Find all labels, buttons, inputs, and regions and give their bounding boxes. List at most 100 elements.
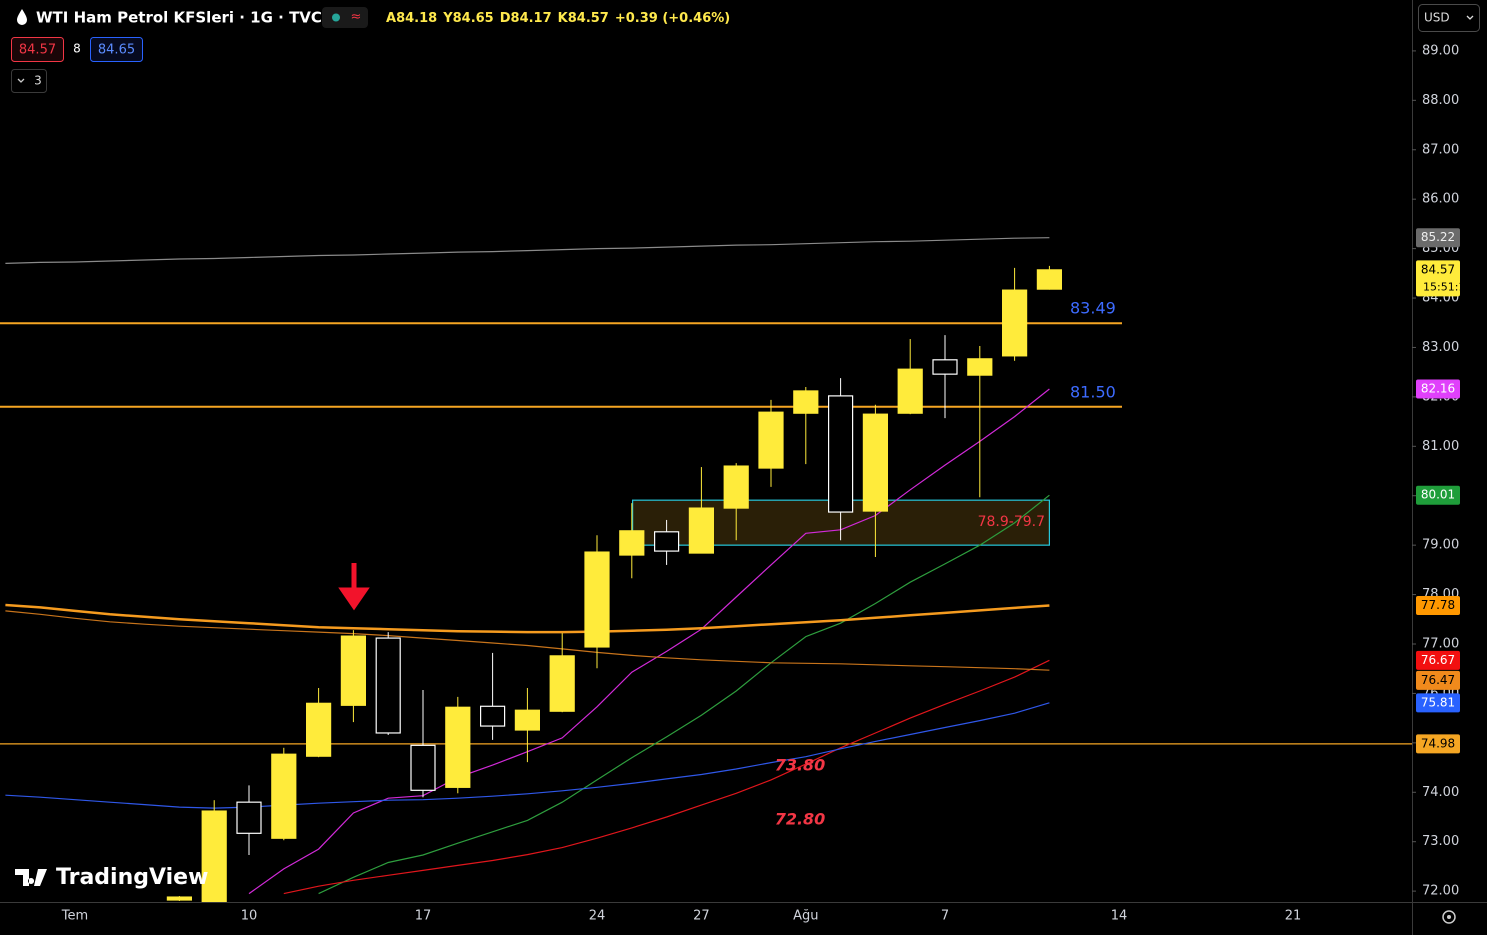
candle-body [306,702,332,757]
candle-body [340,635,366,706]
y-tick-label: 79.00 [1422,538,1459,553]
ohlc-label: D [500,11,511,26]
x-tick-label: 7 [941,909,949,924]
chevron-icon [17,78,25,83]
candle-body [514,709,541,731]
price-badge [1416,228,1460,248]
price-badge-label: 74.98 [1421,736,1455,750]
ohlc-value: 84.18 [396,11,437,26]
candle-body [445,706,471,788]
annotation: 73.80 [775,756,826,775]
price-badge [1416,693,1460,713]
candle-body [827,395,854,513]
ma-line [5,610,1050,671]
indicators-count: 3 [34,74,42,88]
candle-body [758,411,784,469]
sell-price: 84.57 [19,43,56,58]
ma-line [5,237,1050,264]
candle-body [688,507,715,554]
countdown: 15:51:14 [1423,280,1472,293]
annotation: 81.50 [1070,383,1116,402]
status-box [322,7,368,28]
symbol-icon [17,9,27,25]
y-tick-label: 88.00 [1422,93,1459,108]
price-badge [1416,260,1460,297]
ma-line [318,494,1050,895]
candle-body [793,390,819,414]
candle-body [271,753,297,839]
settings-icon [1447,915,1451,919]
symbol-title: WTI Ham Petrol KFSleri · 1G · TVC [36,9,322,27]
price-badge-label: 85.22 [1421,230,1455,244]
currency-select[interactable] [1418,4,1480,32]
y-tick-label: 72.00 [1422,884,1459,899]
buy-button[interactable] [90,37,143,62]
candle-body [236,801,262,834]
currency: USD [1424,11,1450,25]
watermark-logo [15,869,47,886]
annotation: 78.9-79.7 [978,514,1045,530]
buy-price: 84.65 [98,43,135,58]
candle-body [967,358,993,376]
y-tick-label: 87.00 [1422,142,1459,157]
annotation: 72.80 [775,810,826,829]
candle-body [410,744,436,791]
price-badge-label: 76.67 [1421,653,1455,667]
x-tick-label: 21 [1285,909,1302,924]
indicators-toggle[interactable] [11,69,47,93]
sell-button[interactable] [11,37,64,62]
ohlc-legend: A84.18 Y84.65 D84.17 K84.57 +0.39 (+0.46%) [386,11,730,26]
x-tick-label: 24 [589,909,606,924]
arrow-annotation [338,563,370,611]
price-badge-label: 75.81 [1421,695,1455,709]
y-tick-label: 86.00 [1422,192,1459,207]
chevron-icon [1466,15,1474,20]
status-icon: ≈ [351,10,362,25]
y-tick-label: 89.00 [1422,43,1459,58]
x-tick-label: 14 [1111,909,1128,924]
candle-body [723,465,749,509]
price-badge [1416,650,1460,670]
ma-line [283,659,1050,895]
x-tick-label: 27 [693,909,710,924]
price-badge-label: 82.16 [1421,381,1455,395]
ohlc-label: Y [442,11,453,26]
ma-line [5,603,1050,634]
ohlc-value: 84.17 [511,11,552,26]
spread: 8 [73,42,81,56]
price-badge [1416,379,1460,399]
settings-button[interactable] [1442,910,1456,924]
price-badge [1416,485,1460,505]
price-badge-label: 76.47 [1421,673,1455,687]
price-badge-label: 84.57 [1421,262,1455,276]
ohlc-value: 84.65 [453,11,494,26]
y-tick-label: 74.00 [1422,785,1459,800]
candle-body [584,551,610,648]
price-badge [1416,595,1460,615]
x-tick-label: 10 [241,909,258,924]
candle-body [201,810,227,902]
y-tick-label: 81.00 [1422,439,1459,454]
candle-body [1001,289,1028,357]
x-tick-label: 17 [415,909,432,924]
candle-body [619,530,645,556]
candle-body [375,637,401,734]
candle-body [166,896,192,901]
x-tick-label: Ağu [793,909,818,924]
candle-body [653,531,680,552]
ma-line [5,702,1050,809]
watermark: TradingView [56,865,208,890]
y-tick-label: 83.00 [1422,340,1459,355]
price-badge [1416,670,1460,690]
annotation: 83.49 [1070,299,1116,318]
ohlc-label: K [558,11,569,26]
plot-area [0,237,1412,902]
price-badge [1416,734,1460,754]
y-tick-label: 73.00 [1422,834,1459,849]
candle-body [897,368,923,414]
price-badge-label: 77.78 [1421,598,1455,612]
candle-body [862,413,889,512]
candle-body [1036,269,1063,290]
market-status [332,13,340,22]
